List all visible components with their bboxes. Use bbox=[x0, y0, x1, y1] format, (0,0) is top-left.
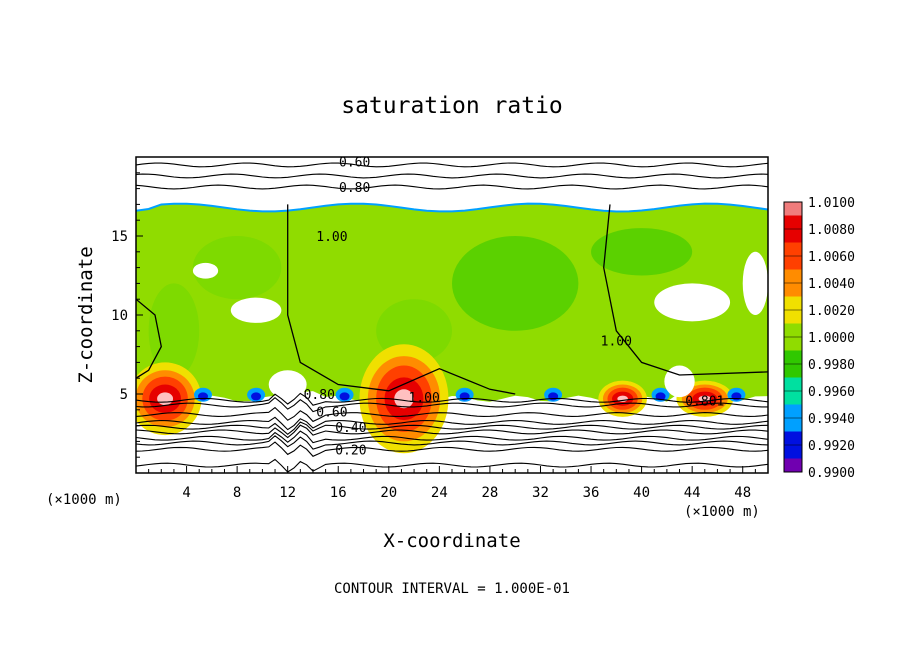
contour-line bbox=[136, 421, 768, 436]
contour-label: 0.80 bbox=[339, 181, 370, 196]
y-tick-label: 15 bbox=[111, 229, 128, 245]
field-patch bbox=[591, 228, 693, 276]
x-tick-label: 16 bbox=[330, 485, 347, 501]
contour-label: 0.80 bbox=[304, 388, 335, 403]
contour-label: 0.40 bbox=[335, 421, 366, 436]
x-tick-label: 48 bbox=[734, 485, 751, 501]
colorbar-label: 1.0000 bbox=[808, 331, 855, 346]
subsaturation-spot bbox=[339, 392, 350, 401]
colorbar-label: 1.0040 bbox=[808, 277, 855, 292]
plot-area bbox=[136, 157, 768, 473]
subsaturation-spot bbox=[251, 392, 262, 401]
contour-line bbox=[136, 424, 768, 439]
contour-label: 0.801 bbox=[685, 394, 724, 409]
colorbar-swatch bbox=[784, 458, 802, 472]
contour-line bbox=[136, 173, 768, 179]
cloud-top-edge bbox=[136, 202, 768, 213]
x-tick-label: 4 bbox=[182, 485, 190, 501]
contour-line bbox=[136, 458, 768, 473]
x-tick-label: 12 bbox=[279, 485, 296, 501]
contour-line bbox=[136, 162, 768, 168]
x-tick-label: 32 bbox=[532, 485, 549, 501]
field-patch bbox=[192, 236, 282, 300]
field-patch bbox=[452, 236, 579, 331]
x-unit-label-right: (×1000 m) bbox=[684, 504, 760, 520]
clear-air-gap bbox=[664, 365, 695, 398]
contour-line bbox=[136, 435, 768, 450]
x-tick-label: 8 bbox=[233, 485, 241, 501]
clear-air-gap bbox=[654, 283, 731, 322]
colorbar-label: 1.0020 bbox=[808, 304, 855, 319]
colorbar-label: 0.9920 bbox=[808, 439, 855, 454]
contour-line bbox=[136, 441, 768, 457]
colorbar-label: 0.9900 bbox=[808, 466, 855, 481]
clear-air-gap bbox=[742, 251, 768, 315]
x-unit-label: (×1000 m) bbox=[46, 492, 122, 508]
colorbar-swatch bbox=[784, 202, 802, 216]
x-tick-label: 40 bbox=[633, 485, 650, 501]
contour-label: 0.60 bbox=[316, 405, 347, 420]
contour-interval-note: CONTOUR INTERVAL = 1.000E-01 bbox=[334, 581, 570, 597]
contour-line bbox=[136, 392, 768, 406]
clear-air-gap bbox=[192, 262, 219, 279]
x-tick-label: 44 bbox=[684, 485, 701, 501]
colorbar-label: 1.0060 bbox=[808, 250, 855, 265]
contour-label: 0.60 bbox=[339, 156, 370, 171]
contour-label: 1.00 bbox=[316, 230, 347, 245]
chart-title: saturation ratio bbox=[341, 93, 563, 119]
clear-air-gap bbox=[230, 297, 282, 323]
contour-line bbox=[136, 184, 768, 190]
x-tick-label: 24 bbox=[431, 485, 448, 501]
colorbar: 1.0100 1.0080 1.0060 1.0040 1.0020 1.0000 0.99… bbox=[783, 196, 855, 481]
contour-label: 0.20 bbox=[335, 443, 366, 458]
colorbar-label: 0.9980 bbox=[808, 358, 855, 373]
x-tick-label: 20 bbox=[380, 485, 397, 501]
subsaturation-spot bbox=[655, 392, 666, 401]
y-tick-label: 5 bbox=[120, 387, 128, 403]
colorbar-label: 0.9940 bbox=[808, 412, 855, 427]
contour-line bbox=[136, 416, 768, 431]
contour-line-1 bbox=[287, 204, 516, 395]
supersaturation-blob bbox=[394, 389, 414, 409]
contour-line bbox=[136, 396, 768, 413]
field-patch bbox=[148, 283, 200, 379]
contour-line-1 bbox=[136, 298, 162, 379]
contour-label: 1.00 bbox=[601, 334, 632, 349]
y-tick-label: 10 bbox=[111, 308, 128, 324]
colorbar-label: 1.0080 bbox=[808, 223, 855, 238]
clear-air-gap bbox=[268, 370, 307, 399]
contour-label: 1.00 bbox=[409, 391, 440, 406]
x-tick-label: 28 bbox=[481, 485, 498, 501]
colorbar-label: 1.0100 bbox=[808, 196, 855, 211]
colorbar-label: 0.9960 bbox=[808, 385, 855, 400]
subsaturation-spot bbox=[197, 392, 208, 401]
contour-line bbox=[136, 406, 768, 423]
y-axis-label: Z-coordinate bbox=[75, 246, 97, 383]
supersaturation-blob bbox=[157, 392, 174, 406]
contour-line bbox=[136, 430, 768, 444]
x-tick-label: 36 bbox=[583, 485, 600, 501]
x-axis-label: X-coordinate bbox=[383, 530, 520, 552]
contour-line-1 bbox=[603, 204, 768, 376]
